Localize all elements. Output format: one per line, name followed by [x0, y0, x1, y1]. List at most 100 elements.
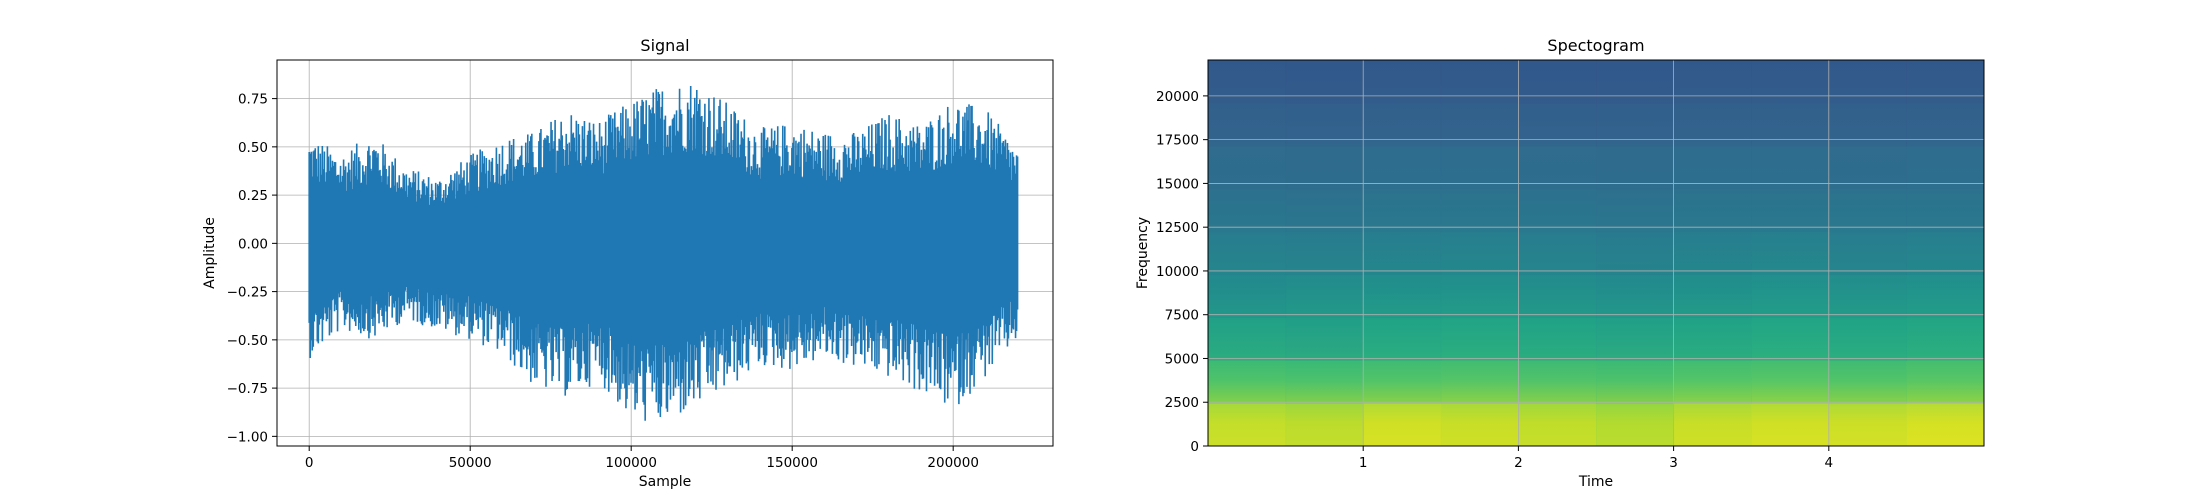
spectrogram-cell	[1751, 317, 1830, 361]
spectrogram-cell	[1596, 360, 1675, 404]
spectrogram-cell	[1906, 145, 1984, 190]
spectrogram-cell	[1363, 360, 1442, 404]
spectrogram-cell	[1673, 188, 1752, 233]
spectrogram-y-tick-label: 5000	[1165, 351, 1199, 367]
spectrogram-cell	[1828, 102, 1907, 147]
spectrogram-cell	[1518, 403, 1597, 446]
spectrogram-cell	[1208, 403, 1287, 446]
spectrogram-y-tick-label: 7500	[1165, 308, 1199, 324]
spectrogram-cell	[1596, 102, 1675, 147]
spectrogram-cell	[1906, 188, 1984, 233]
signal-x-tick-label: 150000	[766, 455, 818, 471]
spectrogram-cell	[1363, 102, 1442, 147]
spectrogram-cell	[1208, 360, 1287, 404]
spectrogram-cell	[1673, 403, 1752, 446]
spectrogram-cell	[1828, 403, 1907, 446]
spectrogram-x-tick-label: 3	[1669, 455, 1678, 471]
spectrogram-cell	[1906, 60, 1984, 104]
spectrogram-cell	[1285, 188, 1364, 233]
spectrogram-cell	[1285, 102, 1364, 147]
spectrogram-cell	[1906, 403, 1984, 446]
spectrogram-cell	[1363, 145, 1442, 190]
spectrogram-cell	[1440, 60, 1519, 104]
spectrogram-cell	[1673, 317, 1752, 361]
spectrogram-cell	[1673, 145, 1752, 190]
spectrogram-cell	[1751, 231, 1830, 275]
spectrogram-cell	[1285, 274, 1364, 318]
spectrogram-cell	[1285, 60, 1364, 104]
spectrogram-frame	[1207, 59, 1985, 447]
spectrogram-cell	[1440, 274, 1519, 318]
spectrogram-cell	[1440, 102, 1519, 147]
spectrogram-cell	[1828, 360, 1907, 404]
signal-waveform	[308, 85, 1019, 421]
spectrogram-cell	[1363, 317, 1442, 361]
spectrogram-cell	[1208, 317, 1287, 361]
spectrogram-cell	[1440, 403, 1519, 446]
spectrogram-cell	[1673, 360, 1752, 404]
spectrogram-cell	[1518, 188, 1597, 233]
spectrogram-cell	[1751, 60, 1830, 104]
spectrogram-cell	[1906, 102, 1984, 147]
spectrogram-cell	[1673, 102, 1752, 147]
spectrogram-image	[1208, 60, 1984, 446]
signal-chart: 0 50000 100000 150000 200000 −1.00 −0.75 −0.50 −…	[202, 36, 1054, 490]
signal-y-tick-label: −0.75	[227, 381, 268, 397]
signal-y-axis-label: Amplitude	[202, 217, 218, 289]
spectrogram-y-axis-label: Frequency	[1135, 217, 1151, 289]
spectrogram-cell	[1906, 274, 1984, 318]
spectrogram-cell	[1906, 360, 1984, 404]
spectrogram-x-tick-label: 1	[1359, 455, 1368, 471]
spectrogram-grid	[1208, 60, 1984, 446]
spectrogram-x-tick-label: 4	[1825, 455, 1834, 471]
spectrogram-chart: 1 2 3 4 0 2500 5000 7500 10000 12500 15000 17500 200…	[1135, 36, 1985, 490]
spectrogram-y-tick-label: 10000	[1156, 264, 1199, 280]
spectrogram-cell	[1828, 274, 1907, 318]
spectrogram-y-tick-label: 12500	[1156, 220, 1199, 236]
spectrogram-cell	[1518, 231, 1597, 275]
spectrogram-cell	[1440, 145, 1519, 190]
spectrogram-cell	[1828, 231, 1907, 275]
signal-x-axis-label: Sample	[639, 474, 692, 490]
spectrogram-cell	[1828, 60, 1907, 104]
spectrogram-cell	[1363, 60, 1442, 104]
spectrogram-cell	[1596, 317, 1675, 361]
spectrogram-cell	[1440, 231, 1519, 275]
spectrogram-x-tick-label: 2	[1514, 455, 1523, 471]
spectrogram-cell	[1208, 145, 1287, 190]
spectrogram-cell	[1673, 231, 1752, 275]
spectrogram-x-axis-label: Time	[1578, 474, 1613, 490]
spectrogram-cell	[1518, 145, 1597, 190]
spectrogram-cell	[1208, 231, 1287, 275]
spectrogram-cell	[1906, 317, 1984, 361]
spectrogram-cell	[1285, 317, 1364, 361]
spectrogram-cell	[1518, 317, 1597, 361]
spectrogram-cell	[1751, 145, 1830, 190]
signal-y-tick-label: −1.00	[227, 429, 268, 445]
spectrogram-cell	[1828, 145, 1907, 190]
spectrogram-cell	[1208, 102, 1287, 147]
spectrogram-y-tick-label: 15000	[1156, 176, 1199, 192]
signal-y-tick-label: 0.25	[238, 188, 268, 204]
spectrogram-cell	[1285, 231, 1364, 275]
spectrogram-cell	[1596, 60, 1675, 104]
spectrogram-cell	[1828, 317, 1907, 361]
spectrogram-cell	[1440, 360, 1519, 404]
spectrogram-cell	[1673, 60, 1752, 104]
spectrogram-cell	[1751, 360, 1830, 404]
spectrogram-cell	[1440, 188, 1519, 233]
signal-frame	[276, 59, 1054, 447]
signal-y-tick-label: 0.00	[238, 236, 268, 252]
spectrogram-cell	[1285, 145, 1364, 190]
signal-x-tick-label: 100000	[605, 455, 657, 471]
spectrogram-cell	[1751, 102, 1830, 147]
signal-x-tick-label: 200000	[927, 455, 979, 471]
spectrogram-cell	[1208, 274, 1287, 318]
spectrogram-y-tick-label: 0	[1190, 439, 1199, 455]
spectrogram-cell	[1363, 231, 1442, 275]
spectrogram-cell	[1518, 102, 1597, 147]
spectrogram-cell	[1751, 188, 1830, 233]
spectrogram-cell	[1596, 188, 1675, 233]
spectrogram-ticks: 1 2 3 4 0 2500 5000 7500 10000 12500 15000 17500 200…	[1156, 89, 1833, 471]
